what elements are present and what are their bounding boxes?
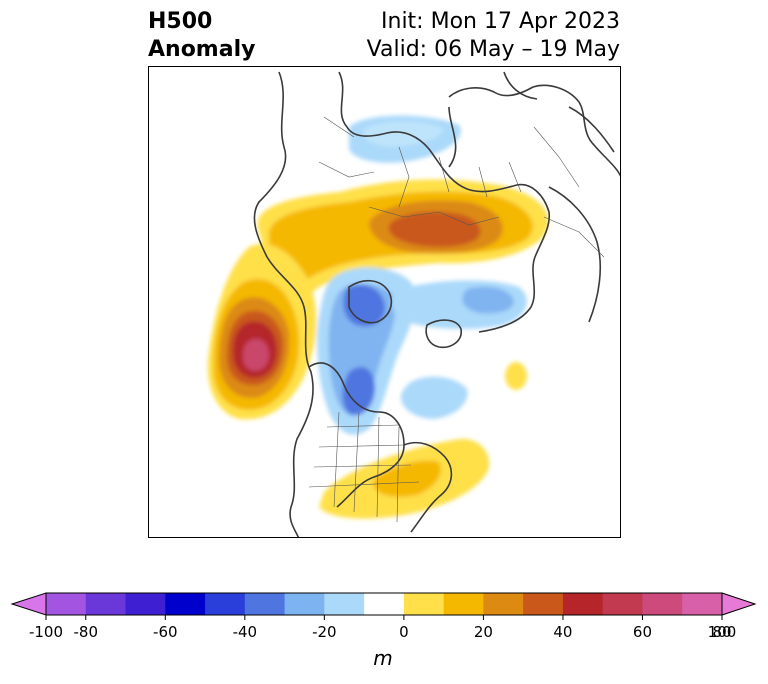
colorbar-cell bbox=[205, 593, 246, 615]
colorbar-cell bbox=[244, 593, 286, 615]
init-date-label: Init: Mon 17 Apr 2023 bbox=[381, 9, 620, 34]
colorbar-cell bbox=[403, 593, 445, 615]
colorbar: -100 -80 -60 -40 -20 0 20 40 60 80 100 m bbox=[0, 585, 768, 675]
map-canvas bbox=[207, 71, 620, 537]
map-title: H500 Anomaly bbox=[148, 8, 255, 64]
colorbar-tick-label: -40 bbox=[233, 623, 258, 641]
atlantic-small-positive bbox=[505, 362, 527, 390]
colorbar-cell bbox=[682, 593, 723, 615]
colorbar-cell bbox=[642, 593, 683, 615]
siberia-negative-inner bbox=[363, 121, 444, 147]
colorbar-tick-label: 80 bbox=[712, 623, 731, 641]
coastlines bbox=[253, 71, 620, 537]
colorbar-cell bbox=[125, 593, 166, 615]
anomaly-map bbox=[148, 66, 621, 538]
colorbar-cell bbox=[284, 593, 325, 615]
colorbar-tick-label: 60 bbox=[633, 623, 652, 641]
colorbar-cell bbox=[324, 593, 365, 615]
hudson-negative-core bbox=[342, 367, 375, 416]
valid-range-label: Valid: 06 May – 19 May bbox=[366, 37, 620, 62]
colorbar-tick-label: -20 bbox=[312, 623, 337, 641]
title-line-2: Anomaly bbox=[148, 37, 256, 62]
colorbar-cell bbox=[364, 593, 405, 615]
colorbar-tick-label: -60 bbox=[153, 623, 178, 641]
us-southeast-positive bbox=[374, 460, 441, 497]
gulf-of-alaska-peak bbox=[242, 338, 269, 371]
colorbar-tick-label: 40 bbox=[553, 623, 572, 641]
colorbar-extend-high bbox=[721, 592, 757, 616]
title-line-1: H500 bbox=[148, 9, 213, 34]
colorbar-extend-low bbox=[10, 592, 47, 616]
colorbar-tick-label: -100 bbox=[29, 623, 63, 641]
colorbar-cell bbox=[602, 593, 643, 615]
run-info: Init: Mon 17 Apr 2023 Valid: 06 May – 19… bbox=[367, 8, 620, 64]
colorbar-cell bbox=[85, 593, 127, 615]
colorbar-cell bbox=[46, 593, 87, 615]
colorbar-cell bbox=[562, 593, 604, 615]
colorbar-frame bbox=[45, 592, 723, 616]
labrador-negative bbox=[400, 376, 468, 419]
colorbar-tick-label: 20 bbox=[474, 623, 493, 641]
colorbar-cell bbox=[483, 593, 524, 615]
borders bbox=[308, 116, 605, 523]
colorbar-cells bbox=[10, 592, 757, 616]
north-atlantic-negative-core bbox=[462, 286, 514, 314]
colorbar-cell bbox=[523, 593, 564, 615]
anomaly-shading bbox=[207, 115, 549, 519]
colorbar-unit: m bbox=[373, 646, 392, 670]
russia-positive-core bbox=[388, 211, 481, 247]
colorbar-tick-label: 0 bbox=[399, 623, 409, 641]
colorbar-cell bbox=[165, 593, 206, 615]
colorbar-cell bbox=[443, 593, 484, 615]
colorbar-tick-label: 100 bbox=[708, 623, 737, 641]
colorbar-tick-label: -80 bbox=[74, 623, 99, 641]
